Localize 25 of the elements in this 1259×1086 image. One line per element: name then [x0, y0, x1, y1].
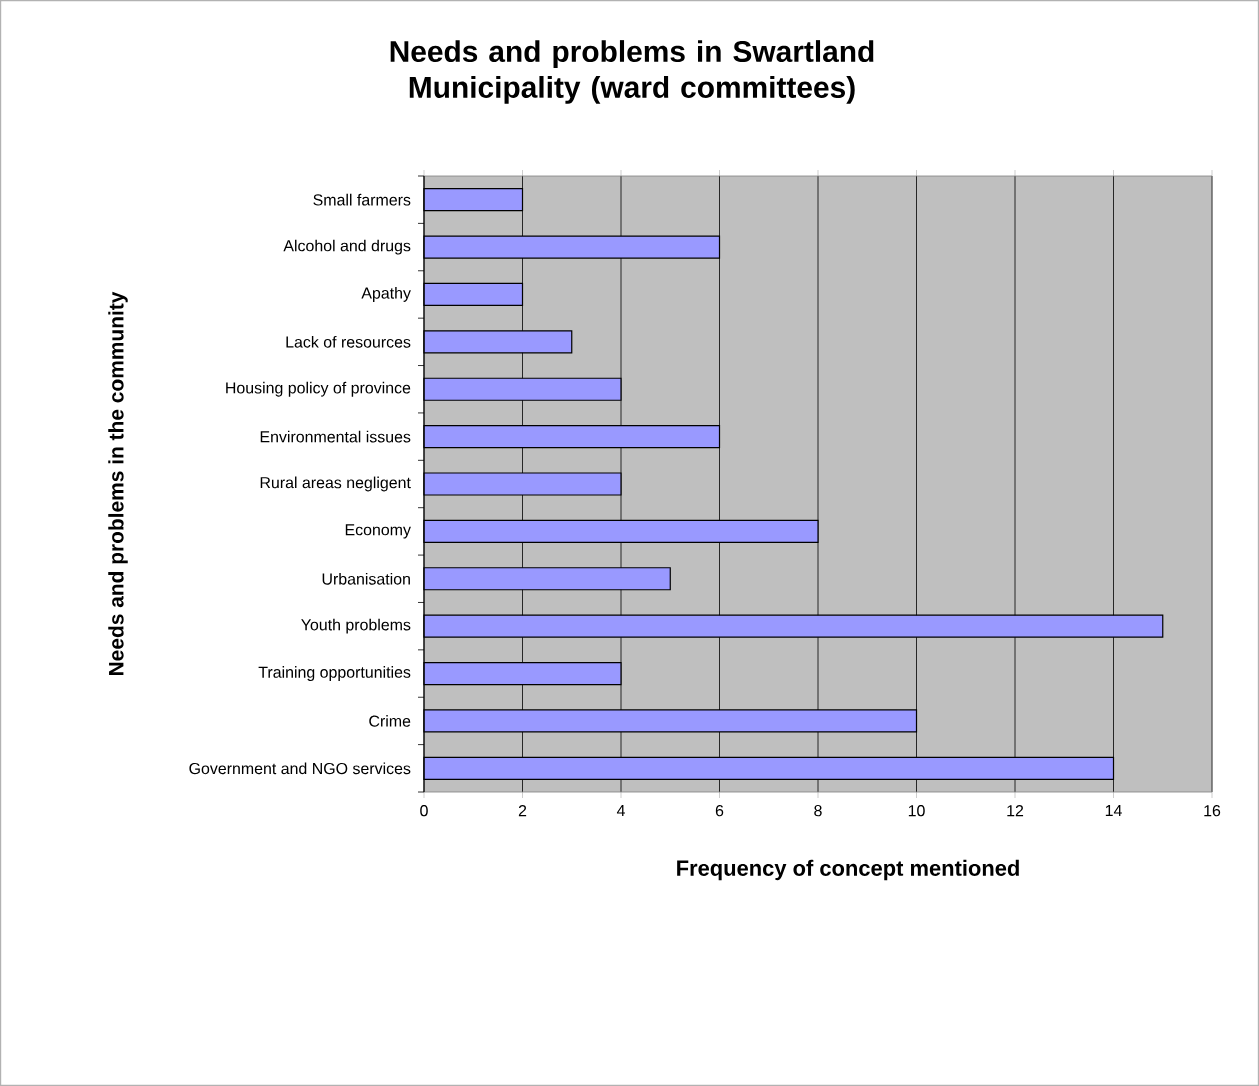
- y-tick-label: Alcohol and drugs: [283, 239, 411, 255]
- y-tick-label: Rural areas negligent: [260, 476, 411, 492]
- y-tick-label: Youth problems: [301, 618, 411, 634]
- x-tick-label: 4: [616, 805, 625, 817]
- y-tick-label: Housing policy of province: [226, 381, 411, 397]
- y-tick-label: Small farmers: [313, 193, 411, 206]
- x-tick-label: 12: [1007, 805, 1024, 817]
- x-tick-label: 16: [1204, 805, 1221, 817]
- x-tick-label: 14: [1105, 805, 1122, 817]
- x-axis-title: Frequency of concept mentioned: [677, 859, 1019, 881]
- x-tick-label: 2: [518, 805, 527, 817]
- x-tick-label: 0: [420, 805, 428, 817]
- y-tick-label: Urbanisation: [322, 572, 410, 585]
- y-tick-label: Lack of resources: [286, 335, 411, 348]
- y-axis-title: Needs and problems in the community: [108, 291, 128, 675]
- y-tick-label: Environmental issues: [260, 430, 411, 443]
- y-tick-label: Training opportunities: [258, 666, 411, 681]
- chart-title: Needs and problems in Swartland Municipality (ward committees): [390, 40, 874, 104]
- y-tick-label: Crime: [369, 715, 411, 727]
- x-tick-label: 6: [715, 805, 724, 817]
- y-tick-label: Economy: [345, 524, 411, 539]
- y-tick-label: Government and NGO services: [189, 762, 411, 775]
- x-tick-label: 8: [814, 805, 822, 817]
- y-tick-label: Apathy: [361, 287, 411, 302]
- x-tick-label: 10: [908, 805, 925, 817]
